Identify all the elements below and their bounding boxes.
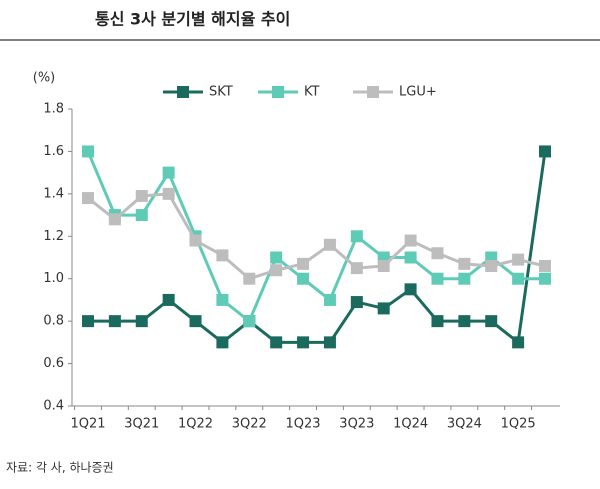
data-point	[377, 259, 390, 272]
x-tick-label: 1Q25	[501, 417, 536, 432]
x-tick-label: 3Q23	[339, 417, 374, 432]
data-point	[189, 234, 202, 247]
data-point	[297, 272, 310, 285]
data-point	[189, 315, 202, 328]
data-point	[135, 315, 148, 328]
data-point	[162, 187, 175, 200]
data-point	[485, 315, 498, 328]
data-point	[297, 336, 310, 349]
legend-marker	[367, 86, 379, 98]
chart-title: 통신 3사 분기별 해지율 추이	[95, 10, 290, 29]
data-point	[404, 251, 417, 264]
data-point	[216, 293, 229, 306]
data-point	[323, 238, 336, 251]
legend-label: LGU+	[399, 85, 437, 100]
legend-marker	[272, 86, 284, 98]
x-tick-label: 1Q23	[286, 417, 321, 432]
data-point	[431, 272, 444, 285]
data-point	[297, 257, 310, 270]
data-point	[431, 315, 444, 328]
data-point	[377, 302, 390, 315]
data-point	[82, 192, 94, 205]
data-point	[243, 315, 256, 328]
data-point	[108, 213, 121, 226]
x-tick-label: 1Q24	[393, 417, 428, 432]
x-tick-label: 3Q24	[447, 417, 482, 432]
data-point	[162, 293, 175, 306]
x-tick-label: 1Q21	[70, 417, 105, 432]
y-tick-label: 1.2	[43, 229, 64, 244]
data-point	[539, 272, 551, 285]
data-point	[82, 145, 94, 158]
data-point	[323, 336, 336, 349]
data-point	[350, 230, 363, 243]
data-point	[404, 283, 417, 296]
data-point	[323, 293, 336, 306]
y-tick-label: 1.6	[43, 144, 64, 159]
data-point	[162, 166, 175, 179]
data-point	[243, 272, 256, 285]
x-tick-label: 3Q21	[124, 417, 159, 432]
data-point	[270, 264, 283, 277]
y-tick-label: 0.8	[43, 314, 64, 329]
data-point	[458, 272, 471, 285]
y-tick-label: 1.8	[43, 102, 64, 117]
data-point	[512, 272, 525, 285]
data-point	[404, 234, 417, 247]
data-point	[82, 315, 94, 328]
data-point	[458, 257, 471, 270]
data-point	[135, 189, 148, 202]
series-line	[88, 151, 547, 346]
data-point	[135, 209, 148, 222]
legend-label: KT	[304, 85, 320, 100]
x-tick-label: 3Q22	[232, 417, 267, 432]
data-point	[350, 296, 363, 309]
source-note: 자료: 각 사, 하나증권	[6, 461, 114, 475]
data-point	[270, 251, 283, 264]
data-point	[539, 145, 551, 158]
series-line	[86, 150, 545, 324]
data-point	[512, 336, 525, 349]
series-line	[87, 192, 546, 281]
data-point	[270, 336, 283, 349]
x-tick-label: 1Q22	[178, 417, 213, 432]
data-point	[431, 247, 444, 260]
y-tick-label: 1.0	[43, 271, 64, 286]
data-point	[539, 259, 551, 272]
data-point	[485, 259, 498, 272]
data-point	[350, 262, 363, 275]
data-point	[458, 315, 471, 328]
data-point	[216, 249, 229, 262]
legend-label: SKT	[209, 85, 233, 100]
y-tick-label: 0.6	[43, 356, 64, 371]
y-axis-label: (%)	[33, 71, 56, 86]
data-point	[216, 336, 229, 349]
data-point	[108, 315, 121, 328]
y-tick-label: 1.4	[43, 186, 64, 201]
data-point	[512, 253, 525, 266]
legend-marker	[177, 86, 189, 98]
y-tick-label: 0.4	[43, 399, 64, 414]
